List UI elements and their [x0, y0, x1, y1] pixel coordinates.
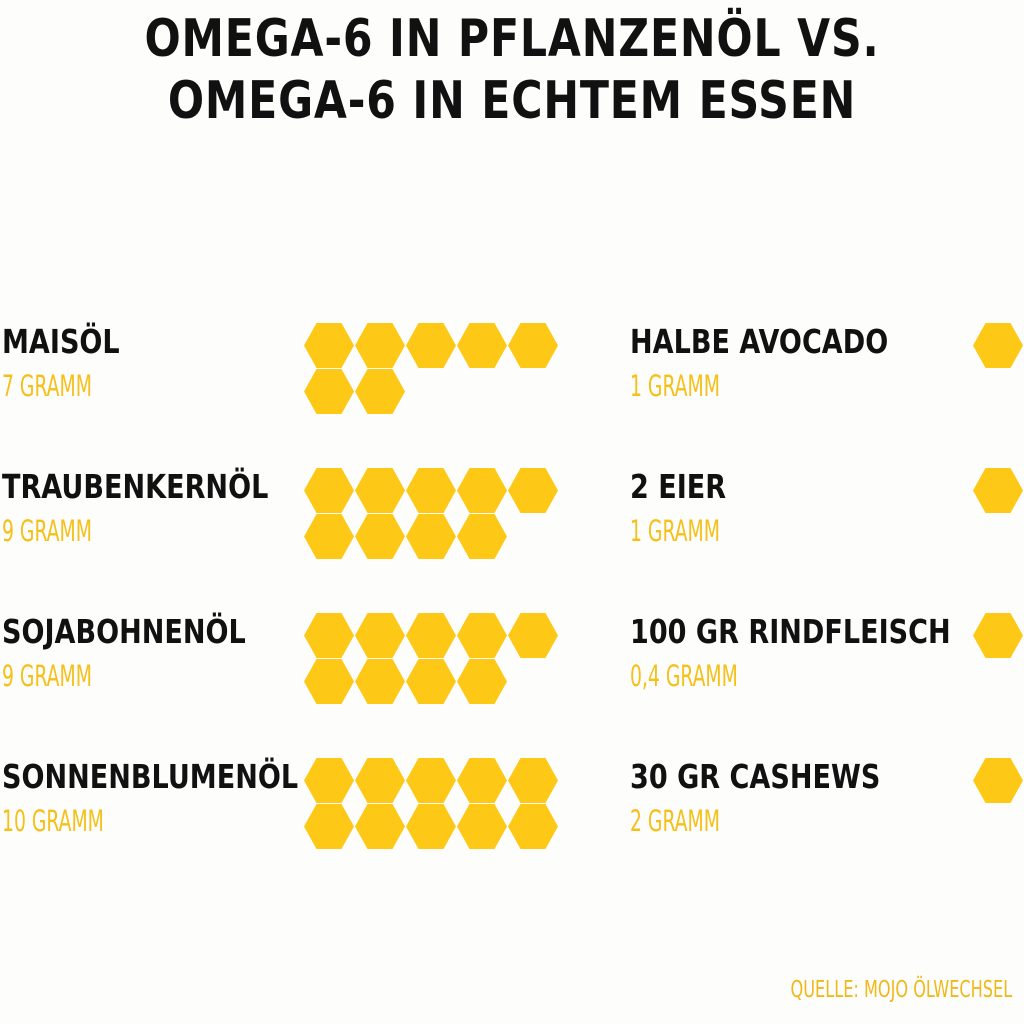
item-amount: 0,4 GRAMM — [630, 659, 738, 693]
hexagon-icon — [457, 659, 507, 704]
hexagon-icon — [355, 323, 405, 368]
hexagon-icon — [508, 323, 558, 368]
hexagon-icon — [508, 613, 558, 658]
hexagon-icon — [304, 514, 354, 559]
item-amount: 2 GRAMM — [630, 804, 720, 838]
hexagon-icon — [457, 758, 507, 803]
item-label: MAISÖL — [2, 322, 120, 361]
hexagon-icon — [355, 613, 405, 658]
item-label: 2 EIER — [630, 467, 727, 506]
hexagon-icon — [508, 758, 558, 803]
hexagon-icon — [355, 659, 405, 704]
title-line-2: OMEGA-6 IN ECHTEM ESSEN — [167, 71, 857, 131]
item-label: 30 GR CASHEWS — [630, 757, 881, 796]
hexagon-icon — [973, 323, 1023, 368]
hexagon-icon — [355, 758, 405, 803]
hexagon-icon — [457, 804, 507, 849]
source-note: QUELLE: MOJO ÖLWECHSEL — [790, 977, 1012, 1003]
title-line-1: OMEGA-6 IN PFLANZENÖL VS. — [144, 9, 880, 69]
item-label: 100 GR RINDFLEISCH — [630, 612, 951, 651]
hexagon-icon — [406, 323, 456, 368]
item-label: HALBE AVOCADO — [630, 322, 889, 361]
item-amount: 9 GRAMM — [2, 659, 92, 693]
hexagon-icon — [508, 468, 558, 513]
hexagon-icon — [355, 514, 405, 559]
hexagon-icon — [973, 758, 1023, 803]
hexagon-icon — [457, 613, 507, 658]
item-amount: 1 GRAMM — [630, 514, 720, 548]
hexagon-icon — [355, 468, 405, 513]
hexagon-icon — [304, 804, 354, 849]
chart-title: OMEGA-6 IN PFLANZENÖL VS. OMEGA-6 IN ECH… — [92, 8, 932, 132]
item-label: TRAUBENKERNÖL — [2, 467, 269, 506]
hexagon-icon — [304, 659, 354, 704]
hexagon-icon — [304, 758, 354, 803]
item-amount: 10 GRAMM — [2, 804, 104, 838]
hexagon-icon — [406, 613, 456, 658]
item-label: SOJABOHNENÖL — [2, 612, 246, 651]
hexagon-icon — [406, 758, 456, 803]
hexagon-icon — [406, 514, 456, 559]
hexagon-icon — [304, 468, 354, 513]
item-label: SONNENBLUMENÖL — [2, 757, 299, 796]
hexagon-icon — [406, 804, 456, 849]
hexagon-icon — [406, 659, 456, 704]
hexagon-icon — [406, 468, 456, 513]
hexagon-icon — [457, 468, 507, 513]
item-amount: 7 GRAMM — [2, 369, 92, 403]
hexagon-icon — [355, 804, 405, 849]
hexagon-icon — [973, 613, 1023, 658]
hexagon-icon — [355, 369, 405, 414]
hexagon-icon — [304, 369, 354, 414]
item-amount: 1 GRAMM — [630, 369, 720, 403]
item-amount: 9 GRAMM — [2, 514, 92, 548]
hexagon-icon — [973, 468, 1023, 513]
hexagon-icon — [304, 613, 354, 658]
hexagon-icon — [304, 323, 354, 368]
hexagon-icon — [457, 323, 507, 368]
hexagon-icon — [508, 804, 558, 849]
hexagon-icon — [457, 514, 507, 559]
